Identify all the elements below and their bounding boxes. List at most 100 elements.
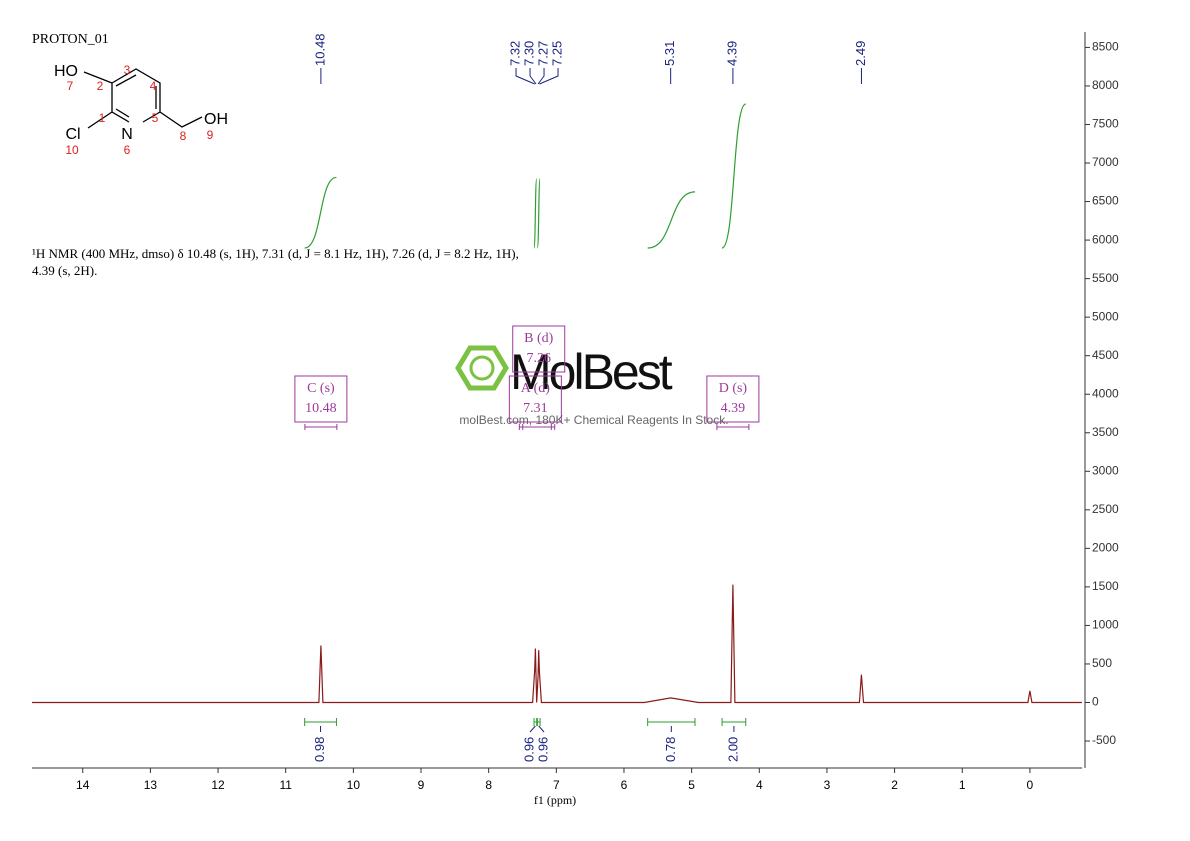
- x-tick-label: 13: [144, 778, 158, 792]
- x-tick-label: 9: [418, 778, 425, 792]
- molecule: [83, 68, 203, 129]
- description-line: ¹H NMR (400 MHz, dmso) δ 10.48 (s, 1H), …: [32, 246, 519, 261]
- peak-label: 7.27: [535, 41, 550, 66]
- x-tick-label: 5: [688, 778, 695, 792]
- peak-label: 7.32: [507, 41, 522, 66]
- x-tick-label: 8: [485, 778, 492, 792]
- peak-label: 4.39: [724, 41, 739, 66]
- multiplet-box: [706, 375, 760, 423]
- integral-bracket: [721, 718, 747, 726]
- multiplet-range: [716, 424, 750, 430]
- multiplet-label: D (s): [719, 381, 748, 396]
- multiplet-shift: 7.26: [526, 351, 551, 366]
- logo: [469, 355, 495, 381]
- atom-number: 9: [207, 128, 214, 142]
- multiplet-label: B (d): [524, 331, 554, 346]
- x-tick-label: 14: [76, 778, 90, 792]
- integral-bracket: [533, 718, 538, 726]
- integral-curve: [647, 191, 696, 249]
- multiplet-box: [508, 375, 562, 423]
- x-tick-label: 7: [553, 778, 560, 792]
- bond: [83, 68, 203, 129]
- peak-label-line: [537, 68, 545, 85]
- atom-number: 1: [99, 111, 106, 125]
- multiplet-label: C (s): [307, 381, 335, 396]
- x-tick-label: 2: [891, 778, 898, 792]
- atom-label: N: [121, 126, 133, 143]
- y-tick-label: 7500: [1092, 117, 1119, 131]
- integral-curve: [721, 103, 747, 249]
- atom-number: 2: [97, 79, 104, 93]
- spectrum: [32, 584, 1082, 704]
- atom-number: 6: [124, 143, 131, 157]
- watermark: MolBest molBest.com, 180K+ Chemical Reag…: [455, 344, 729, 427]
- atom-number: 7: [67, 79, 74, 93]
- y-tick-label: 1000: [1092, 618, 1119, 632]
- peak-label: 10.48: [312, 33, 327, 66]
- y-tick-label: 7000: [1092, 155, 1119, 169]
- integral-label: 0.98: [312, 737, 327, 762]
- x-tick-label: 1: [959, 778, 966, 792]
- peak-label-line: [539, 68, 559, 85]
- multiplet-range: [518, 424, 552, 430]
- y-tick-label: 3500: [1092, 425, 1119, 439]
- y-tick-label: 5500: [1092, 271, 1119, 285]
- multiplet-shift: 4.39: [721, 401, 746, 416]
- integral-label-line: [529, 725, 536, 733]
- atom-number: 10: [65, 143, 79, 157]
- y-tick-label: 8500: [1092, 40, 1119, 54]
- y-tick-label: 1500: [1092, 579, 1119, 593]
- y-tick-label: -500: [1092, 733, 1116, 747]
- integral-label: 0.96: [535, 737, 550, 762]
- integral-label: 0.78: [663, 737, 678, 762]
- y-tick-label: 4500: [1092, 348, 1119, 362]
- multiplet-shift: 10.48: [305, 401, 337, 416]
- integral-label: 2.00: [725, 737, 740, 762]
- multiplet-label: A (d): [521, 381, 551, 396]
- y-tick-label: 5000: [1092, 309, 1119, 323]
- peak-label-line: [529, 68, 537, 85]
- integral-bracket: [536, 718, 541, 726]
- y-tick-label: 4000: [1092, 386, 1119, 400]
- y-tick-label: 6000: [1092, 232, 1119, 246]
- integral-label: 0.96: [521, 737, 536, 762]
- y-tick-label: 500: [1092, 656, 1112, 670]
- watermark-tagline: molBest.com, 180K+ Chemical Reagents In …: [459, 413, 728, 427]
- multiplet-box: [294, 375, 348, 423]
- peak-label: 5.31: [662, 41, 677, 66]
- atom-label: Cl: [65, 126, 80, 143]
- x-tick-label: 10: [347, 778, 361, 792]
- atom-number: 5: [152, 111, 159, 125]
- integral-bracket: [647, 718, 696, 726]
- integral-curve: [533, 178, 538, 249]
- integral-curve: [304, 176, 337, 249]
- multiplet-box: [512, 325, 566, 373]
- atom-label: HO: [54, 63, 78, 80]
- peak-label: 7.30: [521, 41, 536, 66]
- atom-number: 3: [124, 63, 131, 77]
- atom-number: 4: [150, 79, 157, 93]
- y-tick-label: 0: [1092, 695, 1099, 709]
- atom-label: OH: [204, 111, 228, 128]
- atom-number: 8: [180, 129, 187, 143]
- page-title: PROTON_01: [32, 32, 109, 47]
- y-tick-label: 2500: [1092, 502, 1119, 516]
- x-tick-label: 3: [824, 778, 831, 792]
- x-tick-label: 0: [1027, 778, 1034, 792]
- peak-label-line: [515, 68, 535, 85]
- x-tick-label: 12: [211, 778, 225, 792]
- x-tick-label: 11: [279, 778, 292, 792]
- description: ¹H NMR (400 MHz, dmso) δ 10.48 (s, 1H), …: [32, 246, 519, 278]
- multiplet-range: [304, 424, 338, 430]
- y-tick-label: 2000: [1092, 541, 1119, 555]
- y-tick-label: 6500: [1092, 194, 1119, 208]
- peak-label: 7.25: [549, 41, 564, 66]
- integral-curve: [536, 178, 541, 249]
- x-axis-label: f1 (ppm): [534, 793, 576, 807]
- integral-bracket: [304, 718, 337, 726]
- integral-label-line: [538, 725, 545, 733]
- logo: [455, 345, 509, 391]
- x-tick-label: 6: [621, 778, 628, 792]
- multiplet-shift: 7.31: [523, 401, 548, 416]
